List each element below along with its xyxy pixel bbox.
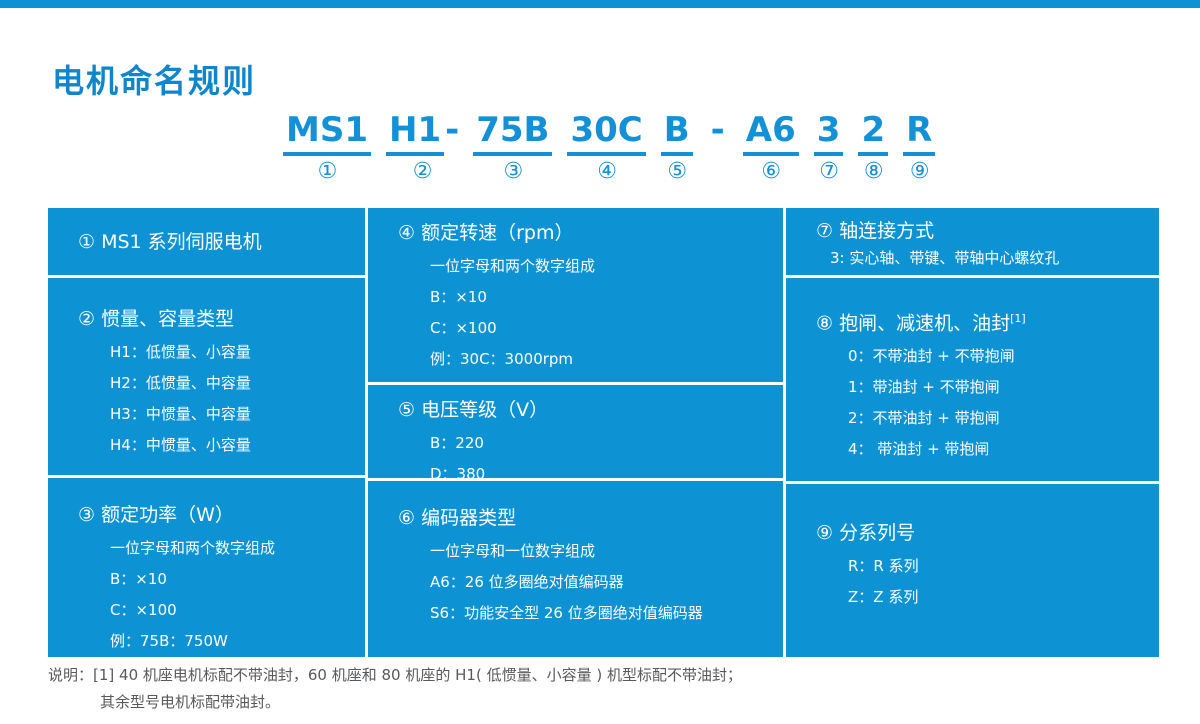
cell-item: H4：中惯量、小容量	[110, 436, 251, 454]
segment-text: 3	[813, 112, 844, 156]
segment-text: MS1	[283, 112, 371, 156]
segment-suffix	[371, 149, 372, 156]
cell-header: ③ 额定功率（W）	[78, 504, 234, 526]
cell-item: 0：不带油封 + 不带抱闸	[848, 347, 1015, 366]
footnote-ref: [1]	[1010, 312, 1026, 325]
cell-item: R：R 系列	[848, 557, 919, 575]
segment-suffix	[843, 149, 844, 156]
segment-text: 2	[858, 112, 889, 156]
cell-item: C：×100	[430, 319, 497, 337]
segment-suffix	[728, 149, 729, 156]
segment-suffix	[888, 149, 889, 156]
top-accent-bar	[0, 0, 1200, 8]
model-segment-encoder: A6 ⑥	[742, 112, 800, 184]
table-column-middle: ④ 额定转速（rpm） 一位字母和两个数字组成 B：×10 C：×100 例：3…	[368, 208, 783, 657]
cell-item: B：×10	[430, 288, 487, 306]
segment-text: B	[660, 112, 693, 156]
segment-text: 30C	[567, 112, 646, 156]
model-segment-power: 75B ③	[473, 112, 553, 184]
segment-number-badge: ③	[503, 158, 524, 184]
model-segment-speed: 30C ④	[567, 112, 647, 184]
naming-rule-table: ① MS1 系列伺服电机 ② 惯量、容量类型 H1：低惯量、小容量 H2：低惯量…	[48, 208, 1159, 657]
segment-text: A6	[742, 112, 799, 156]
table-column-right: ⑦ 轴连接方式 3: 实心轴、带键、带轴中心螺纹孔 ⑧ 抱闸、减速机、油封[1]…	[786, 208, 1159, 657]
cell-header: ⑥ 编码器类型	[398, 507, 517, 529]
cell-header: ④ 额定转速（rpm）	[398, 222, 574, 244]
segment-text: 75B	[473, 112, 553, 156]
cell-item: 1：带油封 + 不带抱闸	[848, 378, 1000, 397]
segment-suffix	[935, 149, 936, 156]
segment-suffix: -	[445, 110, 460, 150]
cell-shaft-connection: ⑦ 轴连接方式 3: 实心轴、带键、带轴中心螺纹孔	[786, 208, 1159, 275]
model-number-diagram: MS1 ① H1- ② 75B ③ 30C ④ B ⑤ - A6 ⑥ 3 ⑦ 2…	[283, 110, 936, 184]
segment-text: -	[710, 110, 725, 150]
cell-header: ⑧ 抱闸、减速机、油封[1]	[786, 306, 1159, 336]
footnote: 说明：[1] 40 机座电机标配不带油封，60 机座和 80 机座的 H1( 低…	[48, 662, 742, 716]
segment-number-badge: ⑦	[819, 158, 839, 184]
cell-item: 2：不带油封 + 带抱闸	[848, 409, 1000, 428]
cell-subseries-number: ⑨ 分系列号 R：R 系列 Z：Z 系列	[786, 484, 1159, 657]
segment-number-badge: ⑥	[761, 158, 782, 184]
cell-item: 例：30C：3000rpm	[430, 350, 574, 368]
cell-item: 3: 实心轴、带键、带轴中心螺纹孔	[830, 249, 1060, 267]
model-segment-dash: -	[708, 110, 729, 160]
footnote-line-2: 其余型号电机标配带油封。	[100, 693, 281, 711]
cell-item: B：220	[430, 434, 484, 452]
cell-item: 一位字母和一位数字组成	[430, 542, 596, 560]
cell-header: ① MS1 系列伺服电机	[78, 230, 262, 253]
segment-text: R	[903, 112, 936, 156]
cell-header: ⑨ 分系列号	[816, 522, 916, 544]
cell-item: D：380	[430, 465, 486, 478]
model-segment-shaft: 3 ⑦	[813, 112, 845, 184]
model-segment-subseries: R ⑨	[903, 112, 936, 184]
table-column-left: ① MS1 系列伺服电机 ② 惯量、容量类型 H1：低惯量、小容量 H2：低惯量…	[48, 208, 365, 657]
cell-header: ② 惯量、容量类型	[78, 308, 235, 330]
cell-voltage-level: ⑤ 电压等级（V） B：220 D：380	[368, 385, 783, 478]
footnote-label: 说明：	[48, 666, 94, 684]
cell-encoder-type: ⑥ 编码器类型 一位字母和一位数字组成 A6：26 位多圈绝对值编码器 S6：功…	[368, 481, 783, 657]
cell-item: 一位字母和两个数字组成	[110, 539, 276, 557]
segment-number-badge: ①	[317, 158, 338, 184]
cell-item: Z：Z 系列	[848, 588, 919, 606]
segment-suffix	[552, 149, 553, 156]
segment-number-badge: ⑤	[667, 158, 688, 184]
cell-item: S6：功能安全型 26 位多圈绝对值编码器	[430, 604, 703, 622]
segment-text: H1	[385, 112, 445, 156]
cell-item: A6：26 位多圈绝对值编码器	[430, 573, 624, 591]
cell-rated-power: ③ 额定功率（W） 一位字母和两个数字组成 B：×10 C：×100 例：75B…	[48, 478, 365, 657]
cell-item: 例：75B：750W	[110, 632, 228, 650]
model-segment-voltage: B ⑤	[660, 112, 694, 184]
cell-rated-speed: ④ 额定转速（rpm） 一位字母和两个数字组成 B：×10 C：×100 例：3…	[368, 208, 783, 382]
cell-item: H1：低惯量、小容量	[110, 343, 251, 361]
segment-suffix	[693, 149, 694, 156]
cell-header: ⑦ 轴连接方式	[816, 220, 935, 242]
segment-number-badge: ⑨	[909, 158, 930, 184]
cell-brake-gearbox-oilseal: ⑧ 抱闸、减速机、油封[1] 0：不带油封 + 不带抱闸 1：带油封 + 不带抱…	[786, 278, 1159, 481]
cell-item: C：×100	[110, 601, 177, 619]
cell-inertia-capacity: ② 惯量、容量类型 H1：低惯量、小容量 H2：低惯量、中容量 H3：中惯量、中…	[48, 278, 365, 475]
segment-number-badge: ④	[597, 158, 617, 184]
cell-header: ⑤ 电压等级（V）	[398, 399, 549, 421]
footnote-text: [1] 40 机座电机标配不带油封，60 机座和 80 机座的 H1( 低惯量、…	[93, 666, 742, 684]
model-segment-brake: 2 ⑧	[858, 112, 889, 184]
segment-suffix	[646, 149, 647, 156]
segment-suffix	[799, 149, 800, 156]
segment-number-badge: ⑧	[863, 158, 884, 184]
model-segment-inertia: H1- ②	[385, 110, 460, 184]
cell-item: 4： 带油封 + 带抱闸	[848, 440, 990, 459]
cell-item: H2：低惯量、中容量	[110, 374, 251, 392]
segment-number-badge: ②	[412, 158, 433, 184]
cell-item: 一位字母和两个数字组成	[430, 257, 596, 275]
model-segment-series: MS1 ①	[283, 112, 372, 184]
cell-series: ① MS1 系列伺服电机	[48, 208, 365, 275]
cell-header-text: ⑧ 抱闸、减速机、油封	[816, 312, 1011, 335]
cell-item: H3：中惯量、中容量	[110, 405, 251, 423]
page-title: 电机命名规则	[52, 62, 257, 100]
footnote-line-1: 说明：[1] 40 机座电机标配不带油封，60 机座和 80 机座的 H1( 低…	[48, 662, 742, 689]
cell-item: B：×10	[110, 570, 167, 588]
